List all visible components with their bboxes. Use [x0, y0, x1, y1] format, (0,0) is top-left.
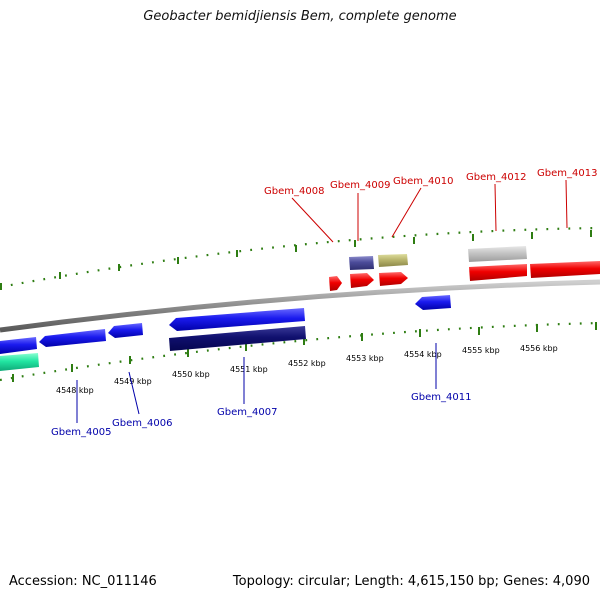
- gene-arrow-gbem-4006[interactable]: [108, 323, 143, 338]
- scale-label: 4548 kbp: [56, 386, 94, 395]
- gene-box-gray[interactable]: [468, 246, 527, 262]
- scale-label: 4551 kbp: [230, 365, 268, 374]
- gene-label[interactable]: Gbem_4005: [51, 427, 111, 438]
- reverse-major-ticks: [12, 322, 597, 382]
- gene-arrow-gbem-4007[interactable]: [169, 308, 305, 331]
- gene-arrow-gbem-4005-b[interactable]: [39, 329, 106, 347]
- gene-label[interactable]: Gbem_4009: [330, 180, 390, 191]
- scale-label: 4550 kbp: [172, 370, 210, 379]
- gene-arrow-gbem-4012[interactable]: [469, 264, 527, 281]
- accession-text: Accession: NC_011146: [9, 574, 157, 589]
- gene-label[interactable]: Gbem_4007: [217, 407, 277, 418]
- scale-label: 4552 kbp: [288, 359, 326, 368]
- reverse-strand-genes: [0, 295, 451, 371]
- reverse-gene-leaders: [76, 343, 437, 423]
- gene-labels: Gbem_4005 Gbem_4006 Gbem_4007 Gbem_4008 …: [51, 168, 597, 438]
- scale-label: 4554 kbp: [404, 350, 442, 359]
- scale-label: 4553 kbp: [346, 354, 384, 363]
- gene-label[interactable]: Gbem_4012: [466, 172, 526, 183]
- gene-arrow-gbem-4013[interactable]: [530, 261, 600, 278]
- gene-box-purple[interactable]: [349, 256, 374, 270]
- genome-backbone: [0, 279, 600, 333]
- scale-label: 4555 kbp: [462, 346, 500, 355]
- gene-arrow-gbem-4008[interactable]: [329, 276, 342, 291]
- gene-box-green[interactable]: [0, 353, 39, 371]
- gene-box-gbem-4007-navy[interactable]: [169, 326, 306, 351]
- gene-label[interactable]: Gbem_4006: [112, 418, 172, 429]
- forward-gene-leaders: [291, 179, 568, 243]
- genome-title: Geobacter bemidjiensis Bem, complete gen…: [143, 9, 457, 24]
- scale-label: 4556 kbp: [520, 344, 558, 353]
- forward-major-ticks: [0, 230, 592, 290]
- scale-label: 4549 kbp: [114, 377, 152, 386]
- gene-label[interactable]: Gbem_4011: [411, 392, 471, 403]
- genome-summary-text: Topology: circular; Length: 4,615,150 bp…: [232, 574, 590, 589]
- gene-label[interactable]: Gbem_4008: [264, 186, 324, 197]
- gene-box-olive[interactable]: [378, 254, 408, 267]
- gene-arrow-gbem-4005-a[interactable]: [0, 337, 37, 354]
- gene-label[interactable]: Gbem_4013: [537, 168, 597, 179]
- gene-arrow-gbem-4011[interactable]: [415, 295, 451, 310]
- gene-label[interactable]: Gbem_4010: [393, 176, 453, 187]
- forward-strand-genes: [329, 246, 600, 291]
- gene-arrow-gbem-4009[interactable]: [350, 273, 374, 288]
- gene-arrow-gbem-4010[interactable]: [379, 272, 408, 286]
- scale-labels: 4548 kbp 4549 kbp 4550 kbp 4551 kbp 4552…: [56, 344, 558, 395]
